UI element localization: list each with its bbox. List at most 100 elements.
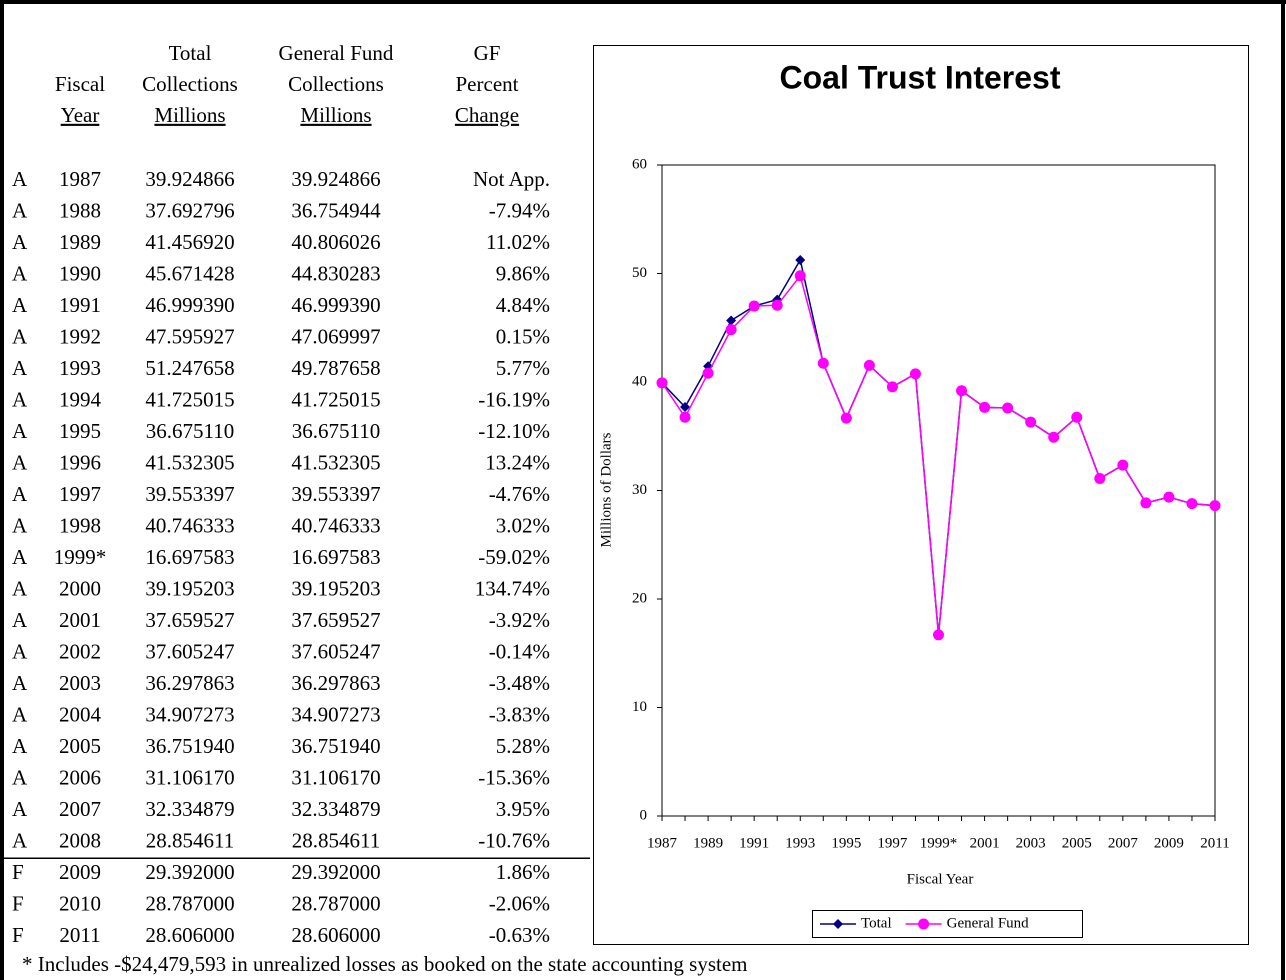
table-cell: -0.63% — [489, 923, 550, 947]
table-cell: A — [12, 545, 28, 569]
marker — [748, 300, 760, 312]
marker — [1048, 431, 1060, 443]
legend-label: General Fund — [947, 915, 1030, 931]
table-cell: Not App. — [473, 167, 550, 191]
table-cell: 37.659527 — [145, 608, 234, 632]
border-right — [1281, 0, 1285, 980]
table-cell: 47.595927 — [145, 324, 234, 348]
marker — [656, 377, 668, 389]
x-tick-label: 1989 — [693, 835, 723, 851]
marker — [702, 367, 714, 379]
x-tick-label: 1995 — [831, 835, 861, 851]
table-cell: A — [12, 167, 28, 191]
table-cell: 41.532305 — [291, 450, 380, 474]
table-cell: 1996 — [59, 450, 101, 474]
table-cell: 36.297863 — [145, 671, 234, 695]
table-cell: 31.106170 — [145, 765, 234, 789]
header-cell: Millions — [300, 103, 371, 127]
legend-box — [812, 910, 1083, 938]
table-cell: 1990 — [59, 261, 101, 285]
table-cell: 1995 — [59, 419, 101, 443]
table-cell: -59.02% — [478, 545, 550, 569]
x-tick-label: 2001 — [970, 835, 1000, 851]
table-cell: A — [12, 671, 28, 695]
marker — [863, 359, 875, 371]
y-tick-label: 10 — [632, 699, 647, 715]
chart-frame — [593, 45, 1249, 945]
table-cell: 1999* — [54, 545, 107, 569]
table-cell: A — [12, 482, 28, 506]
marker — [1071, 411, 1083, 423]
table-cell: F — [12, 891, 24, 915]
marker — [794, 270, 806, 282]
table-cell: 2001 — [59, 608, 101, 632]
table-cell: 11.02% — [486, 230, 550, 254]
table-cell: 16.697583 — [291, 545, 380, 569]
table-cell: 34.907273 — [145, 702, 234, 726]
table-cell: 2011 — [59, 923, 100, 947]
header-cell: Change — [455, 103, 519, 127]
table-cell: A — [12, 828, 28, 852]
marker — [817, 357, 829, 369]
table-cell: 2005 — [59, 734, 101, 758]
table-cell: 28.606000 — [291, 923, 380, 947]
table-cell: -2.06% — [489, 891, 550, 915]
table-cell: 3.95% — [496, 797, 550, 821]
table-cell: 49.787658 — [291, 356, 380, 380]
table-cell: A — [12, 293, 28, 317]
table-cell: 4.84% — [496, 293, 550, 317]
table-cell: 1992 — [59, 324, 101, 348]
table-cell: 13.24% — [485, 450, 550, 474]
table-cell: -10.76% — [478, 828, 550, 852]
marker — [933, 629, 944, 641]
table-cell: F — [12, 860, 24, 884]
header-cell: General Fund — [279, 41, 394, 65]
y-tick-label: 0 — [640, 807, 648, 823]
footnote: * Includes -$24,479,593 in unrealized lo… — [22, 952, 748, 976]
table-cell: -3.83% — [489, 702, 550, 726]
y-tick-label: 20 — [632, 590, 647, 606]
table-cell: A — [12, 765, 28, 789]
table-cell: 29.392000 — [145, 860, 234, 884]
table-cell: 40.746333 — [291, 513, 380, 537]
table-cell: 40.806026 — [291, 230, 380, 254]
table-cell: 134.74% — [475, 576, 550, 600]
header-cell: Total — [169, 41, 212, 65]
marker — [918, 918, 930, 930]
table-cell: 34.907273 — [291, 702, 380, 726]
table-cell: 1998 — [59, 513, 101, 537]
table-cell: 46.999390 — [291, 293, 380, 317]
border-top — [0, 0, 1286, 4]
table-cell: 3.02% — [496, 513, 550, 537]
table-cell: 16.697583 — [145, 545, 234, 569]
marker — [726, 315, 737, 326]
table-cell: 39.553397 — [145, 482, 234, 506]
table-cell: A — [12, 797, 28, 821]
marker — [1094, 472, 1106, 484]
table-cell: 41.456920 — [145, 230, 234, 254]
table-cell: 36.675110 — [146, 419, 234, 443]
table-cell: 1991 — [59, 293, 101, 317]
marker — [679, 411, 691, 423]
table-cell: F — [12, 923, 24, 947]
table-cell: 2008 — [59, 828, 101, 852]
header-cell: Percent — [456, 72, 519, 96]
marker — [1163, 491, 1175, 503]
table-cell: A — [12, 261, 28, 285]
header-cell: Collections — [142, 72, 238, 96]
table-cell: 1994 — [59, 387, 102, 411]
table-cell: 41.725015 — [291, 387, 380, 411]
table-cell: 5.28% — [496, 734, 550, 758]
table-cell: A — [12, 639, 28, 663]
table-cell: 36.754944 — [291, 198, 381, 222]
table-cell: 31.106170 — [291, 765, 380, 789]
table-cell: 32.334879 — [145, 797, 234, 821]
x-tick-label: 1993 — [785, 835, 815, 851]
marker — [956, 385, 968, 397]
y-tick-label: 50 — [632, 265, 647, 281]
table-cell: 2007 — [59, 797, 101, 821]
table-cell: 1993 — [59, 356, 101, 380]
marker — [1209, 500, 1221, 512]
header-cell: Year — [61, 103, 100, 127]
table-cell: 39.195203 — [145, 576, 234, 600]
